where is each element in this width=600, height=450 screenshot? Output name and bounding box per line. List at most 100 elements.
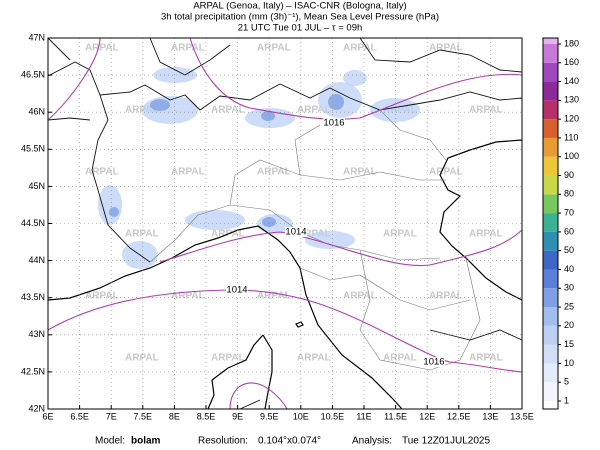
footer-value: Tue 12Z01JUL2025 [402,436,490,447]
colorbar-label: 120 [564,114,579,124]
rain-area [185,210,245,230]
rain-area [328,94,344,110]
x-tick-label: 8.5E [197,411,216,421]
y-tick-label: 43.5N [21,292,45,302]
colorbar-band [543,325,558,345]
watermark: ARPAL [429,43,463,54]
colorbar-band [543,194,558,214]
rain-area [343,70,367,86]
watermark: ARPAL [297,353,331,364]
watermark: ARPAL [429,291,463,302]
isobar-label: 1014 [285,227,306,238]
colorbar-label: 110 [564,132,578,142]
x-tick-label: 6E [42,411,53,421]
title-line: ARPAL (Genoa, Italy) – ISAC-CNR (Bologna… [193,1,406,12]
colorbar-band [543,44,558,63]
isobars [47,37,523,410]
colorbar-label: 40 [564,264,574,274]
colorbar-band [543,100,558,120]
isobar-line [47,37,523,121]
y-tick-label: 45.5N [21,144,45,154]
isobar-label: 1016 [323,118,344,129]
isobar-line [159,229,523,267]
rain-area [261,111,275,121]
colorbar-band [543,156,558,176]
watermark: ARPAL [469,229,503,240]
isobar-label-bg [323,118,345,128]
y-tick-label: 46.5N [21,69,45,79]
colorbar-band [543,344,558,364]
footer-label: Resolution: [198,436,248,447]
colorbar-band [543,307,558,326]
watermark: ARPAL [429,167,463,178]
watermark: ARPAL [383,229,417,240]
x-tick-label: 12.5E [447,411,471,421]
precipitation [98,67,420,269]
x-tick-label: 13E [482,411,498,421]
rain-area [153,67,197,83]
colorbar-label: 50 [564,245,574,255]
watermark: ARPAL [211,105,245,116]
colorbar-label: 15 [564,339,574,349]
title-line: 21 UTC Tue 01 JUL – τ = 09h [238,23,363,34]
colorbar-label: 80 [564,189,574,199]
watermark: ARPAL [125,105,159,116]
coastline [47,225,403,410]
watermark: ARPAL [297,105,331,116]
footer-label: Analysis: [352,436,392,447]
y-tick-label: 44.5N [21,218,45,228]
y-tick-label: 42.5N [21,366,45,376]
y-tick-label: 45N [28,181,45,191]
colorbar-band [543,38,558,44]
isobar-line [47,289,523,373]
colorbar-label: 1 [564,395,569,405]
colorbar-frame [542,37,559,410]
watermark: ARPAL [171,291,205,302]
watermark: ARPAL [343,167,377,178]
colorbar-label: 25 [564,301,574,311]
watermark: ARPAL [85,167,119,178]
watermark: ARPAL [171,43,205,54]
watermark: ARPAL [469,105,503,116]
colorbar-band [543,269,558,289]
x-tick-label: 7E [106,411,117,421]
colorbar-label: 100 [564,151,579,161]
watermark: ARPAL [343,291,377,302]
y-tick-label: 46N [28,107,45,117]
colorbar-label: 10 [564,358,574,368]
colorbar-band [543,175,558,195]
isobar-line [229,382,288,410]
colorbar-label: 140 [564,76,579,86]
footer-value: bolam [131,436,161,447]
colorbar: 1510152025304050607080901001101201301401… [542,37,579,410]
isobar-label-bg [285,227,307,237]
border [239,329,523,410]
colorbar-band [543,382,558,401]
watermark: ARPAL [211,353,245,364]
colorbar-band [543,137,558,157]
isobar-label: 1016 [423,357,444,368]
y-tick-label: 47N [28,32,45,42]
footer-label: Model: [95,436,125,447]
watermark: ARPAL [85,43,119,54]
isobar-label: 1014 [226,285,247,296]
colorbar-label: 5 [564,377,569,387]
x-tick-label: 10E [293,411,309,421]
watermark: ARPAL [125,229,159,240]
rain-area [305,231,355,249]
colorbar-label: 130 [564,95,579,105]
x-tick-label: 10.5E [321,411,345,421]
watermark: ARPAL [257,167,291,178]
border [47,37,523,76]
colorbar-label: 70 [564,207,574,217]
watermark: ARPAL [469,353,503,364]
isobar-label-bg [226,285,248,295]
rain-area [370,98,420,122]
watermark: ARPAL [85,291,119,302]
x-tick-label: 7.5E [134,411,153,421]
footer-value: 0.104°x0.074° [258,436,321,447]
colorbar-label: 60 [564,226,574,236]
watermark: ARPAL [257,43,291,54]
x-tick-label: 9E [232,411,243,421]
x-tick-label: 9.5E [260,411,279,421]
